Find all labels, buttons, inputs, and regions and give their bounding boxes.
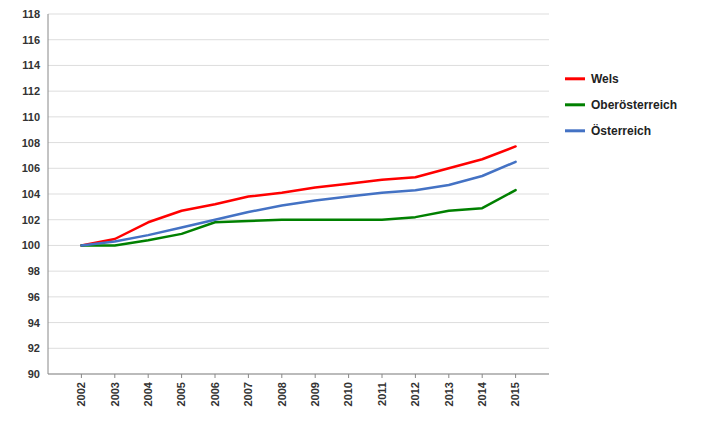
y-tick-label: 104 — [22, 188, 41, 200]
y-tick-label: 98 — [28, 265, 40, 277]
x-tick — [315, 374, 316, 378]
x-tick-label: 2005 — [175, 382, 187, 406]
y-axis-line — [48, 14, 49, 374]
grid-line — [48, 296, 549, 297]
grid-line — [48, 14, 549, 15]
x-tick — [348, 374, 349, 378]
chart-svg: 90 92 94 96 98 100 102 104 106 108 110 112 114 116 118… — [0, 0, 714, 432]
legend-swatch — [565, 103, 585, 106]
x-tick-label: 2014 — [476, 381, 488, 406]
y-tick-label: 110 — [22, 111, 40, 123]
y-tick-label: 92 — [28, 342, 40, 354]
x-tick-label: 2006 — [209, 382, 221, 406]
x-tick-label: 2008 — [276, 382, 288, 406]
x-tick — [215, 374, 216, 378]
y-tick-label: 112 — [22, 85, 40, 97]
y-tick-labels: 90 92 94 96 98 100 102 104 106 108 110 112 114 116 118 — [22, 8, 41, 380]
y-tick-label: 94 — [28, 317, 41, 329]
grid-line — [48, 271, 549, 272]
x-tick — [448, 374, 449, 378]
x-tick-label: 2002 — [75, 382, 87, 406]
x-tick — [81, 374, 82, 378]
legend-swatch — [565, 129, 585, 132]
x-tick-label: 2011 — [376, 382, 388, 406]
grid-line — [48, 65, 549, 66]
x-tick — [181, 374, 182, 378]
x-tick — [281, 374, 282, 378]
grid-line — [48, 374, 549, 375]
x-tick-label: 2004 — [142, 381, 154, 406]
x-tick — [148, 374, 149, 378]
x-tick-label: 2015 — [509, 382, 521, 406]
legend: Wels Oberösterreich Österreich — [565, 72, 677, 138]
lines — [81, 146, 515, 245]
x-tick — [515, 374, 516, 378]
series-line — [81, 190, 515, 245]
grid — [48, 14, 549, 374]
series-line — [81, 146, 515, 245]
x-tick-label: 2003 — [109, 382, 121, 406]
y-tick-label: 102 — [22, 214, 40, 226]
y-tick-label: 106 — [22, 162, 40, 174]
x-tick-label: 2010 — [342, 382, 354, 406]
legend-swatch — [565, 77, 585, 80]
y-tick-label: 114 — [22, 59, 41, 71]
x-tick — [482, 374, 483, 378]
y-tick-label: 118 — [22, 8, 40, 20]
grid-line — [48, 194, 549, 195]
legend-label: Wels — [591, 72, 619, 86]
x-tick-label: 2013 — [443, 382, 455, 406]
grid-line — [48, 116, 549, 117]
y-tick-label: 96 — [28, 291, 40, 303]
y-tick-label: 108 — [22, 137, 40, 149]
x-tick — [114, 374, 115, 378]
x-tick-label: 2009 — [309, 382, 321, 406]
series-line — [81, 162, 515, 246]
grid-line — [48, 322, 549, 323]
x-tick — [415, 374, 416, 378]
y-tick-label: 116 — [22, 34, 40, 46]
chart-container: 90 92 94 96 98 100 102 104 106 108 110 112 114 116 118… — [0, 0, 714, 432]
legend-label: Oberösterreich — [591, 98, 677, 112]
y-tick-label: 100 — [22, 239, 40, 251]
grid-line — [48, 39, 549, 40]
x-tick — [382, 374, 383, 378]
y-tick-label: 90 — [28, 368, 40, 380]
x-tick-labels: 2002 2003 2004 2005 2006 2007 2008 2009 2010 2011… — [75, 374, 521, 406]
grid-line — [48, 348, 549, 349]
x-axis-line — [48, 374, 549, 375]
x-tick-label: 2012 — [409, 382, 421, 406]
x-tick — [248, 374, 249, 378]
grid-line — [48, 168, 549, 169]
grid-line — [48, 91, 549, 92]
legend-label: Österreich — [591, 123, 651, 138]
x-tick-label: 2007 — [242, 382, 254, 406]
grid-line — [48, 142, 549, 143]
